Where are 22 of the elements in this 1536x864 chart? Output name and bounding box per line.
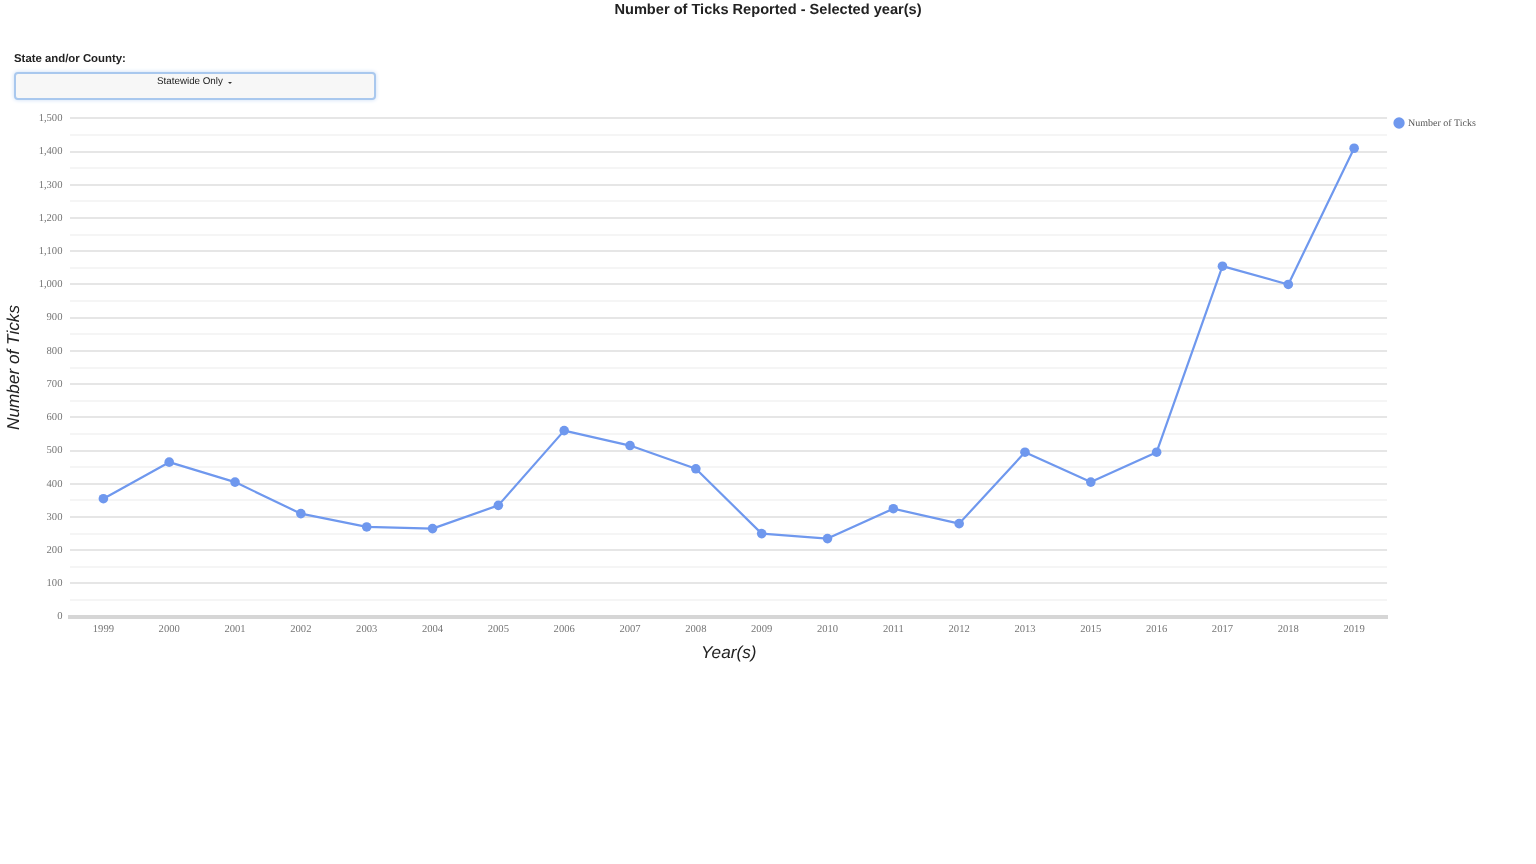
point <box>888 503 899 514</box>
point <box>756 528 767 539</box>
point <box>1283 279 1294 290</box>
point <box>493 500 504 511</box>
x-axis-title: Year(s) <box>701 642 757 663</box>
point <box>296 508 306 519</box>
point <box>954 518 964 529</box>
point <box>691 464 701 474</box>
point <box>361 522 372 532</box>
point <box>1151 447 1162 458</box>
point <box>1020 447 1030 458</box>
point <box>559 425 569 436</box>
point <box>98 493 109 504</box>
y-axis-title: Number of Ticks <box>3 303 24 430</box>
point <box>1217 261 1228 271</box>
point <box>822 533 833 544</box>
point <box>1086 477 1096 487</box>
point <box>625 440 635 451</box>
point <box>1349 143 1359 154</box>
point <box>164 457 175 467</box>
point <box>230 477 240 487</box>
point <box>427 523 438 534</box>
